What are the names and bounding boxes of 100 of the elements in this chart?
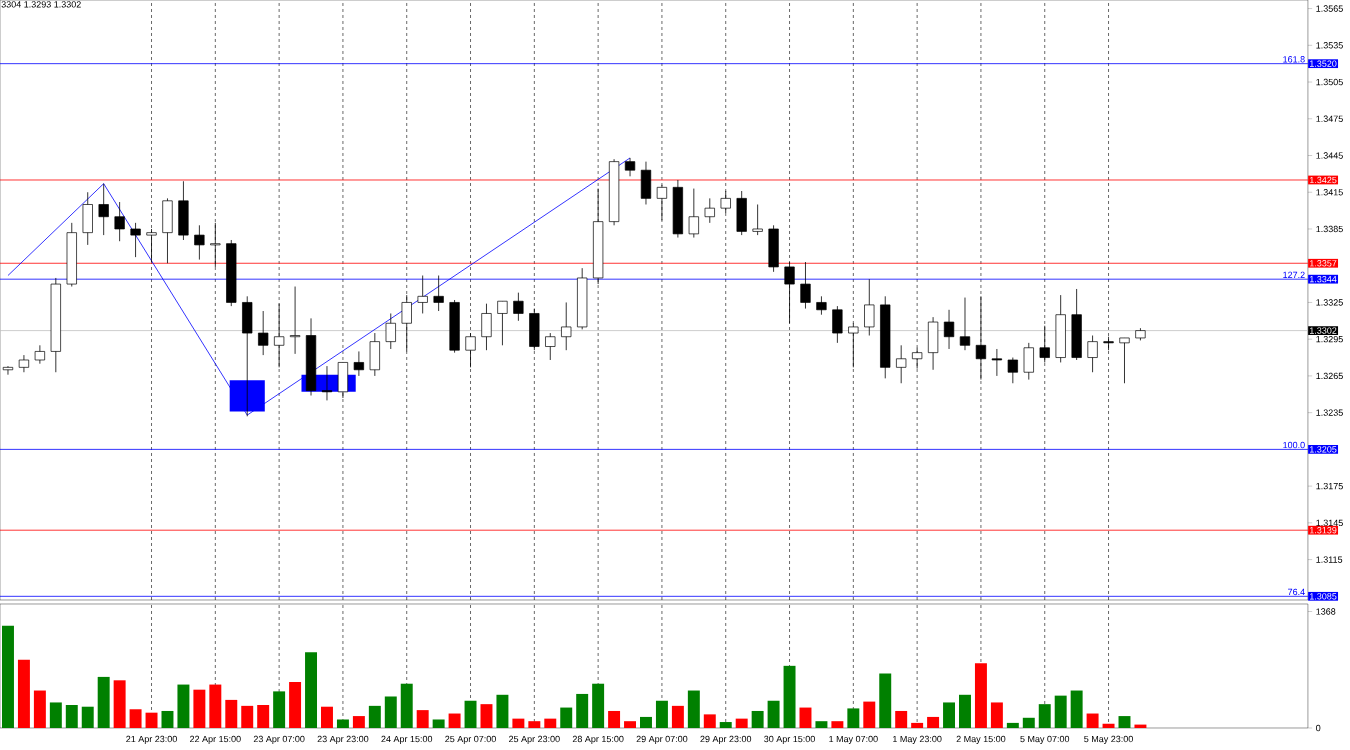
candlestick xyxy=(417,275,428,314)
candlestick xyxy=(704,197,715,224)
bar xyxy=(879,673,892,728)
bar xyxy=(241,705,254,728)
candlestick xyxy=(864,278,875,336)
bar xyxy=(336,719,349,728)
bar xyxy=(432,719,445,728)
y-tick-label: 1.3325 xyxy=(1316,299,1343,306)
candlestick xyxy=(289,286,301,355)
y-tick-label: 1.3415 xyxy=(1316,189,1343,196)
bar xyxy=(464,700,477,728)
bar xyxy=(33,690,46,728)
annotation: 161.8 xyxy=(1283,56,1305,63)
candlestick xyxy=(497,300,508,346)
candlestick xyxy=(816,295,827,316)
bar xyxy=(1118,716,1131,728)
candlestick xyxy=(481,303,492,351)
bar xyxy=(687,690,700,728)
bar xyxy=(592,683,605,728)
bar xyxy=(1038,704,1051,728)
candlestick xyxy=(1007,357,1018,384)
candlestick xyxy=(1039,325,1050,363)
bar xyxy=(990,702,1003,728)
ref-line-label: 1.3205 xyxy=(1310,446,1337,453)
bar xyxy=(257,705,270,728)
annotation: 100.0 xyxy=(1283,441,1305,449)
candlestick xyxy=(433,275,444,312)
y-tick-label: 1.3295 xyxy=(1316,335,1343,343)
bar xyxy=(847,708,860,728)
bar xyxy=(496,694,509,728)
bar xyxy=(943,702,956,728)
candlestick xyxy=(688,188,699,238)
candlestick xyxy=(848,322,859,368)
bar xyxy=(161,710,174,728)
x-tick-label: 5 May 07:00 xyxy=(1020,735,1070,744)
bar xyxy=(1006,722,1019,728)
y-tick-label: 1.3565 xyxy=(1316,5,1343,12)
y-tick-label: 1.3175 xyxy=(1316,482,1343,490)
bar xyxy=(655,700,668,728)
bar xyxy=(544,718,557,728)
bar xyxy=(289,682,302,728)
y-tick-label: 0 xyxy=(1316,724,1321,732)
bar xyxy=(1022,717,1035,728)
x-tick-label: 23 Apr 23:00 xyxy=(317,735,369,744)
candlestick xyxy=(210,222,221,268)
candlestick xyxy=(561,302,572,351)
bar xyxy=(1086,713,1099,728)
bar xyxy=(767,700,780,728)
bar xyxy=(448,713,461,728)
candlestick xyxy=(991,348,1003,377)
bar xyxy=(560,707,573,728)
candlestick xyxy=(832,305,843,344)
candlestick xyxy=(752,204,763,236)
bar xyxy=(1102,723,1115,728)
x-tick-label: 25 Apr 07:00 xyxy=(445,735,496,744)
y-tick-label: 1368 xyxy=(1316,608,1336,615)
candlestick xyxy=(800,261,811,309)
bar xyxy=(640,716,652,728)
bar xyxy=(273,691,286,728)
bar xyxy=(49,702,62,728)
candlestick xyxy=(353,351,365,377)
bar xyxy=(608,710,621,728)
y-tick-label: 1.3385 xyxy=(1316,225,1343,233)
candlestick xyxy=(912,347,923,369)
bar xyxy=(129,709,142,728)
bar xyxy=(512,718,525,728)
candlestick xyxy=(321,365,333,401)
ref-line-label: 1.3357 xyxy=(1310,260,1337,267)
bar xyxy=(751,710,764,728)
bar xyxy=(416,710,429,728)
bar xyxy=(480,704,493,728)
bar xyxy=(799,707,812,728)
x-tick-label: 25 Apr 23:00 xyxy=(509,735,560,744)
x-tick-label: 24 Apr 15:00 xyxy=(381,735,433,744)
bar xyxy=(783,665,796,728)
bar xyxy=(305,652,318,728)
bar xyxy=(815,721,828,728)
ref-line-label: 1.3425 xyxy=(1310,176,1337,184)
candlestick xyxy=(34,344,46,365)
y-tick-label: 1.3505 xyxy=(1316,78,1343,86)
candlestick xyxy=(194,224,205,260)
x-tick-label: 30 Apr 15:00 xyxy=(764,735,815,744)
bar xyxy=(65,705,78,728)
candlestick xyxy=(2,365,14,376)
y-tick-label: 1.3265 xyxy=(1316,372,1343,380)
bar xyxy=(831,721,844,728)
bar xyxy=(2,625,14,728)
bar xyxy=(352,716,365,728)
ref-line-label: 1.3520 xyxy=(1310,60,1337,67)
bar xyxy=(97,676,110,728)
x-tick-label: 1 May 23:00 xyxy=(893,735,942,744)
bar xyxy=(209,684,222,728)
y-tick-label: 1.3445 xyxy=(1316,152,1343,159)
candlestick xyxy=(401,294,412,352)
candlestick xyxy=(385,313,396,350)
candlestick xyxy=(624,157,636,177)
bar xyxy=(177,684,190,728)
ref-line-label: 1.3139 xyxy=(1310,527,1337,534)
candlestick xyxy=(943,309,955,350)
bar xyxy=(576,693,589,728)
